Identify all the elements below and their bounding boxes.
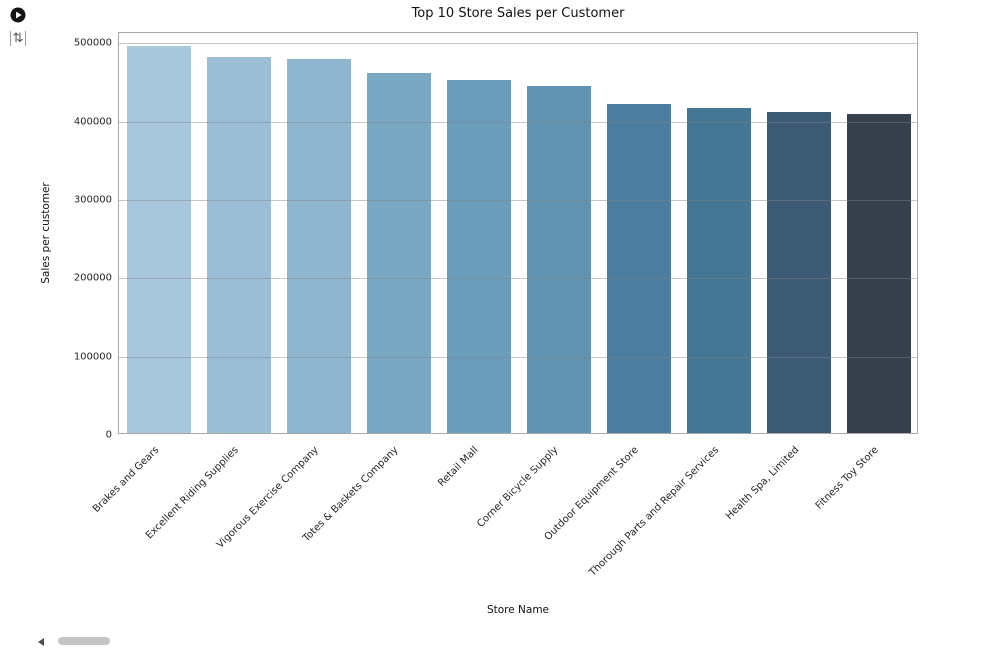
gridline bbox=[119, 43, 917, 45]
scrollbar-thumb[interactable] bbox=[58, 637, 110, 645]
play-icon bbox=[10, 7, 26, 22]
plot-area: 0 100000 200000 300000 400000 500000 Brakes an… bbox=[74, 32, 918, 578]
x-tick-label: Corner Bicycle Supply bbox=[475, 444, 561, 530]
y-tick-label: 500000 bbox=[73, 37, 112, 49]
play-button[interactable] bbox=[10, 6, 27, 23]
gridline bbox=[119, 121, 917, 123]
bar bbox=[367, 73, 431, 433]
chart-title: Top 10 Store Sales per Customer bbox=[411, 6, 625, 21]
y-tick-label: 100000 bbox=[73, 351, 112, 363]
bar bbox=[287, 59, 351, 433]
cell-toolbar: ⇅ bbox=[7, 6, 29, 46]
bar bbox=[847, 114, 911, 433]
bar bbox=[767, 111, 831, 433]
bar bbox=[207, 56, 271, 433]
gridline bbox=[119, 199, 917, 201]
bar bbox=[447, 80, 511, 433]
x-tick-label: Excellent Riding Supplies bbox=[144, 444, 241, 542]
y-tick-label: 300000 bbox=[73, 194, 112, 206]
horizontal-scrollbar[interactable] bbox=[38, 637, 996, 647]
gridline bbox=[119, 278, 917, 280]
x-tick-label: Totes & Baskets Company bbox=[301, 444, 401, 545]
bar bbox=[607, 103, 671, 433]
x-tick-label: Thorough Parts and Repair Services bbox=[587, 444, 721, 579]
y-axis-label: Sales per customer bbox=[40, 182, 52, 284]
x-tick-label: Health Spa, Limited bbox=[723, 444, 801, 523]
y-tick-label: 0 bbox=[105, 429, 112, 441]
x-tick-label: Fitness Toy Store bbox=[813, 444, 881, 512]
scroll-left-arrow[interactable] bbox=[38, 638, 44, 646]
y-tick-label: 400000 bbox=[73, 116, 112, 128]
gridline bbox=[119, 356, 917, 358]
x-tick-label: Retail Mall bbox=[436, 444, 481, 489]
bar bbox=[687, 107, 751, 433]
y-tick-label: 200000 bbox=[73, 272, 112, 284]
bar bbox=[527, 85, 591, 433]
scroll-output-icon[interactable]: ⇅ bbox=[9, 31, 27, 46]
bar bbox=[127, 45, 191, 433]
x-tick-label: Brakes and Gears bbox=[90, 444, 161, 515]
x-axis-label: Store Name bbox=[486, 604, 550, 616]
chart-figure: Top 10 Store Sales per Customer Sales pe… bbox=[30, 6, 930, 622]
x-tick-label: Outdoor Equipment Store bbox=[542, 444, 641, 543]
